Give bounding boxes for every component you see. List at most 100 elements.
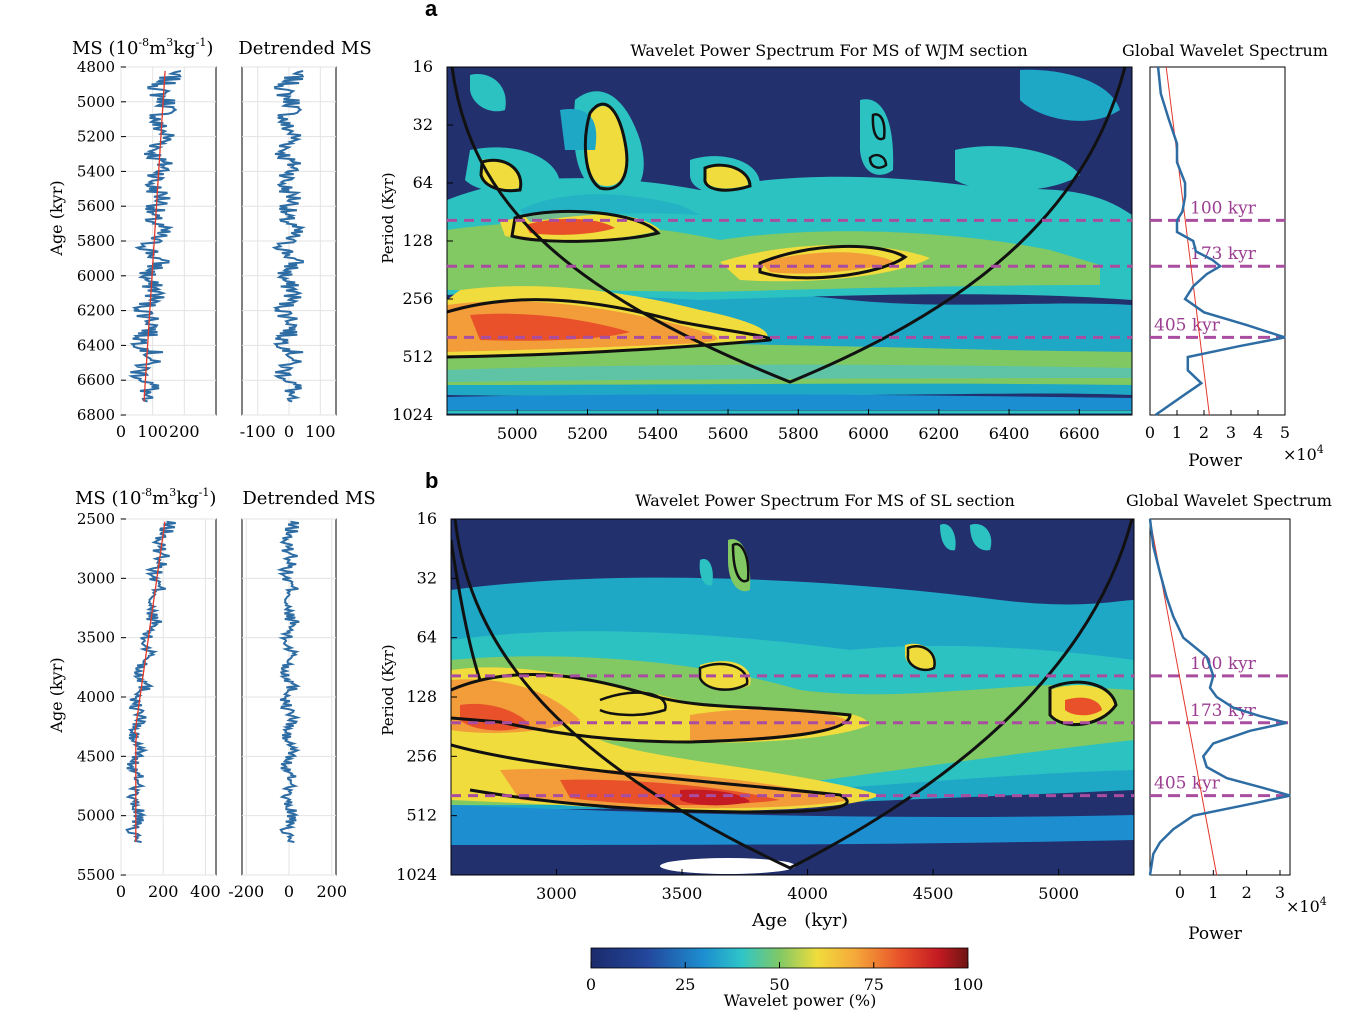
detrended-xtick-label: -100 [240,422,276,441]
wavelet-ytick-label: 512 [406,806,437,825]
wavelet-title-b: Wavelet Power Spectrum For MS of SL sect… [635,491,1015,510]
wavelet-ytick-label: 256 [402,289,433,308]
wavelet-xlabel-b: Age (kyr) [751,910,848,931]
wavelet-contour-a-5 [583,102,629,191]
global-band-label: 173 kyr [1190,701,1257,721]
ms-xtick-label: 200 [169,422,200,441]
detrended-series-b [276,520,302,844]
ms-panel-a: MS (10-8m3kg-1) Age (kyr) 4800 5000 5200 54… [47,36,217,441]
wavelet-ytick-label: 32 [417,568,437,587]
wavelet-fill-a-22 [470,74,506,112]
ms-ylabel-a: Age (kyr) [47,180,66,256]
wavelet-ytick-label: 16 [413,57,433,76]
wavelet-fill-a-21 [955,146,1080,191]
wavelet-fill-a-4 [447,394,1132,410]
wavelet-panel-a: Wavelet Power Spectrum For MS of WJM sec… [379,41,1133,443]
wavelet-fill-a-9 [470,313,630,341]
wavelet-ylabel-a: Period (Kyr) [379,172,397,263]
wavelet-title-a: Wavelet Power Spectrum For MS of WJM sec… [630,41,1027,60]
wavelet-contour-a-7 [871,113,886,141]
global-xtick-label: 5 [1280,423,1290,442]
wavelet-contour-a-6 [703,163,752,192]
ms-xtick-label: 0 [116,422,126,441]
detrended-series-a [271,70,306,403]
wavelet-fill-b-17 [940,524,956,551]
global-band-label: 100 kyr [1190,198,1257,218]
ms-xtick-label: 200 [148,882,179,901]
detrended-xtick-label: 0 [284,882,294,901]
global-band-label: 100 kyr [1190,654,1257,674]
colorbar-tick-label: 50 [769,975,789,994]
ms-ytick-label: 5200 [77,128,115,146]
detrended-title-a: Detrended MS [238,38,371,59]
wavelet-ytick-label: 1024 [396,865,437,884]
ms-ytick-label: 6600 [77,371,115,389]
ms-ytick-label: 6000 [77,267,115,285]
global-significance-a [1165,66,1210,416]
global-xtick-label: 2 [1199,423,1209,442]
wavelet-xtick-label: 5800 [778,424,819,443]
ms-panel-b: MS (10-8m3kg-1) Age (kyr) 2500 3000 3500 40… [47,486,221,901]
wavelet-xtick-label: 5600 [708,424,749,443]
wavelet-fill-b-10 [680,789,750,806]
ms-series-a [128,70,182,403]
wavelet-contour-b-3 [599,691,667,717]
colorbar: 0 25 50 75 100 Wavelet power (%) [586,947,984,1010]
ms-ytick-label: 4500 [77,747,115,765]
detrended-xtick-label: 200 [316,882,347,901]
ms-ytick-label: 6800 [77,406,115,424]
global-xlabel-b: Power [1188,924,1243,944]
wavelet-fill-b-19 [451,805,1134,845]
wavelet-ytick-label: 512 [402,347,433,366]
wavelet-xtick-label: 4000 [787,884,828,903]
panel-letter-a: a [425,0,438,21]
ms-ytick-label: 5600 [77,197,115,215]
wavelet-fill-a-19 [705,165,748,189]
global-xtick-label: 1 [1172,423,1182,442]
detrended-panel-a: Detrended MS -100 0 100 [238,38,371,441]
wavelet-xtick-label: 5000 [497,424,538,443]
colorbar-tick-label: 100 [953,975,984,994]
ms-ytick-label: 3000 [77,569,115,587]
global-xtick-label: 0 [1175,883,1185,902]
cone-of-influence-b-left [451,539,482,681]
wavelet-contour-a-8 [868,153,888,169]
wavelet-ytick-label: 1024 [392,405,433,424]
colorbar-tick-label: 0 [586,975,596,994]
wavelet-fill-a-11 [760,252,895,274]
wavelet-ytick-label: 16 [417,509,437,528]
wavelet-ytick-label: 32 [413,115,433,134]
ms-ytick-label: 5800 [77,232,115,250]
wavelet-xtick-label: 6000 [848,424,889,443]
wavelet-ytick-label: 64 [417,628,437,647]
wavelet-contour-a-2 [758,244,908,280]
global-xtick-label: 3 [1226,423,1236,442]
ms-title-b: MS (10-8m3kg-1) [75,486,216,509]
panel-letter-b: b [425,468,438,493]
ms-ytick-label: 4800 [77,58,115,76]
wavelet-xtick-label: 5200 [567,424,608,443]
global-xtick-label: 1 [1208,883,1218,902]
wavelet-fill-a-23 [1020,69,1120,121]
detrended-xtick-label: 0 [284,422,294,441]
global-axes-a [1149,66,1286,416]
wavelet-fill-a-25 [520,194,700,222]
detrended-xtick-label: -200 [228,882,264,901]
ms-ytick-label: 6200 [77,302,115,320]
wavelet-ytick-label: 128 [406,687,437,706]
wavelet-fill-b-12 [1065,697,1102,716]
ms-ytick-label: 2500 [77,510,115,528]
global-xlabel-a: Power [1188,451,1243,471]
wavelet-fill-b-18 [970,524,992,551]
wavelet-fill-a-3 [447,364,1132,382]
ms-ytick-label: 5500 [77,866,115,884]
ms-title-a: MS (10-8m3kg-1) [72,36,213,59]
global-title-b: Global Wavelet Spectrum [1126,491,1332,510]
global-xtick-label: 3 [1275,883,1285,902]
wavelet-ytick-label: 128 [402,231,433,250]
global-xtick-label: 4 [1253,423,1263,442]
ms-xtick-label: 400 [190,882,221,901]
wavelet-ylabel-b: Period (Kyr) [379,644,397,735]
